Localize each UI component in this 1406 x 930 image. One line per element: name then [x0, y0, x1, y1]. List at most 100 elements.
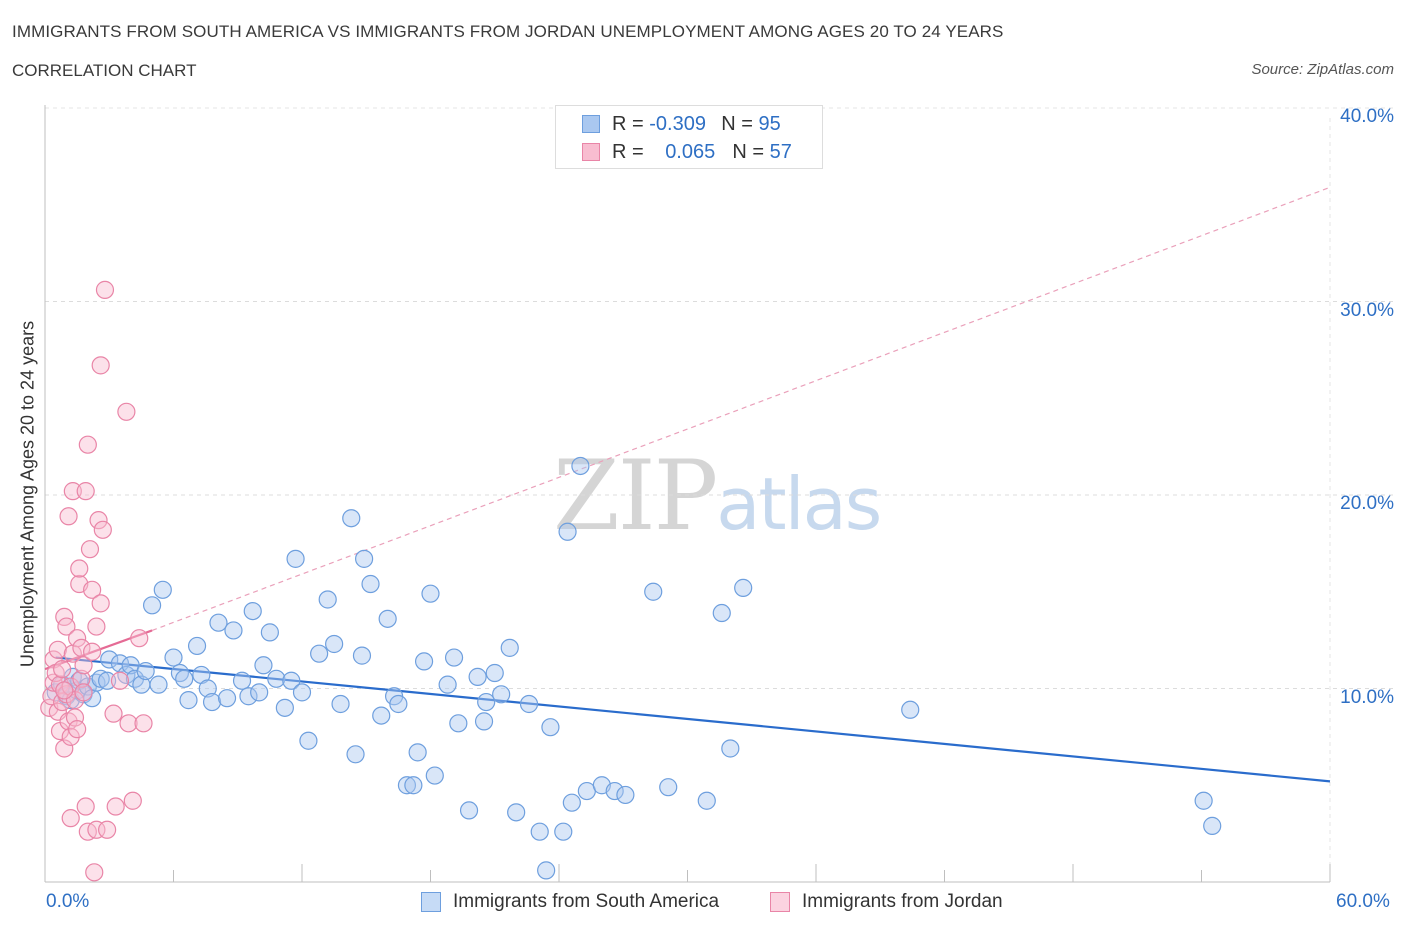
point-south-america — [286, 549, 305, 568]
point-jordan — [65, 708, 85, 727]
point-jordan — [123, 791, 142, 810]
point-south-america — [198, 679, 217, 698]
legend-row-jordan: R = 0.065 N = 57 — [582, 140, 792, 164]
legend-r-label: R = — [612, 112, 644, 135]
point-jordan — [72, 669, 91, 688]
point-south-america — [537, 861, 556, 880]
chart-subtitle: CORRELATION CHART — [12, 61, 197, 80]
point-jordan — [87, 617, 106, 636]
point-jordan — [80, 540, 100, 559]
point-south-america — [310, 644, 329, 663]
point-jordan — [68, 720, 87, 739]
point-south-america — [250, 683, 269, 702]
y-tick-label: 30.0% — [1340, 299, 1394, 321]
point-south-america — [282, 671, 301, 690]
point-south-america — [616, 785, 635, 805]
point-south-america — [136, 661, 155, 681]
point-south-america — [459, 801, 479, 820]
y-tick-label: 20.0% — [1340, 493, 1394, 514]
legend-row-south-america: R = -0.309 N = 95 — [582, 112, 781, 136]
point-south-america — [239, 687, 258, 706]
legend-n-value: 95 — [758, 112, 781, 135]
point-jordan — [78, 435, 97, 454]
point-south-america — [438, 675, 457, 694]
point-south-america — [243, 601, 262, 621]
point-south-america — [100, 650, 119, 669]
x-tick-label-max: 60.0% — [1336, 891, 1390, 912]
series-swatch-south-america — [421, 892, 441, 912]
legend-n-label: N = — [732, 140, 765, 163]
point-south-america — [554, 822, 573, 841]
axes — [44, 105, 1331, 883]
point-south-america — [734, 578, 753, 597]
series-swatch-jordan — [770, 892, 790, 912]
point-south-america — [712, 603, 731, 623]
point-jordan — [134, 714, 153, 733]
point-south-america — [721, 739, 740, 758]
point-jordan — [53, 660, 72, 679]
series-legend-label: Immigrants from South America — [453, 891, 720, 912]
point-jordan — [48, 640, 67, 659]
trend-lines — [44, 186, 1331, 783]
point-south-america — [1203, 816, 1222, 835]
point-jordan — [98, 820, 117, 839]
point-south-america — [299, 731, 318, 750]
legend-n-value: 57 — [769, 140, 792, 163]
point-south-america — [292, 683, 312, 702]
point-south-america — [571, 456, 590, 476]
point-south-america — [507, 803, 526, 822]
point-south-america — [352, 646, 372, 665]
point-south-america — [389, 694, 408, 714]
point-south-america — [153, 580, 172, 599]
point-jordan — [70, 559, 89, 578]
point-south-america — [260, 623, 279, 642]
point-south-america — [492, 685, 511, 704]
zipatlas-watermark: ZIPatlas — [553, 440, 882, 552]
chart-source: Source: ZipAtlas.com — [1251, 61, 1394, 78]
point-jordan — [87, 820, 106, 839]
point-jordan — [76, 797, 95, 816]
legend-swatch-jordan — [582, 143, 600, 161]
point-south-america — [519, 694, 539, 714]
point-south-america — [541, 718, 560, 737]
point-jordan — [85, 863, 104, 882]
point-south-america — [325, 634, 344, 654]
point-south-america — [477, 692, 496, 712]
point-south-america — [530, 822, 549, 841]
legend-r-value: -0.309 — [649, 112, 706, 135]
point-south-america — [408, 743, 427, 762]
point-south-america — [202, 692, 222, 712]
point-jordan — [57, 617, 76, 636]
trend-line-jordan — [44, 629, 153, 671]
point-south-america — [421, 584, 440, 603]
point-jordan — [117, 402, 136, 421]
point-south-america — [275, 698, 294, 717]
point-jordan — [110, 671, 130, 690]
point-south-america — [474, 712, 494, 731]
point-south-america — [232, 671, 252, 690]
point-jordan — [72, 638, 91, 657]
point-south-america — [179, 691, 198, 710]
series-legend-south-america: Immigrants from South America — [421, 889, 719, 915]
correlation-legend: R = -0.309 N = 95 R = 0.065 N = 57 — [555, 105, 823, 169]
point-south-america — [254, 656, 273, 675]
point-jordan — [74, 683, 93, 702]
point-south-america — [404, 776, 423, 795]
trend-line-jordan-extension — [151, 186, 1331, 632]
point-south-america — [444, 648, 464, 667]
point-south-america — [562, 793, 581, 812]
point-south-america — [164, 648, 183, 667]
y-axis-label: Unemployment Among Ages 20 to 24 years — [17, 320, 38, 668]
point-jordan — [95, 280, 115, 299]
point-jordan — [91, 594, 110, 613]
point-jordan — [119, 714, 138, 733]
point-south-america — [372, 706, 391, 725]
chart-title: IMMIGRANTS FROM SOUTH AMERICA VS IMMIGRA… — [12, 22, 1004, 41]
point-south-america — [697, 791, 716, 810]
point-south-america — [425, 766, 444, 785]
point-south-america — [397, 776, 417, 795]
point-south-america — [91, 669, 110, 688]
point-jordan — [68, 629, 87, 648]
point-south-america — [659, 778, 678, 797]
